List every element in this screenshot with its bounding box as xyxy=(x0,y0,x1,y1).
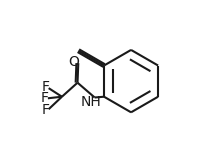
Text: F: F xyxy=(41,103,49,117)
Text: F: F xyxy=(40,91,48,105)
Text: F: F xyxy=(41,80,49,94)
Text: O: O xyxy=(68,55,79,69)
Text: NH: NH xyxy=(81,95,101,109)
